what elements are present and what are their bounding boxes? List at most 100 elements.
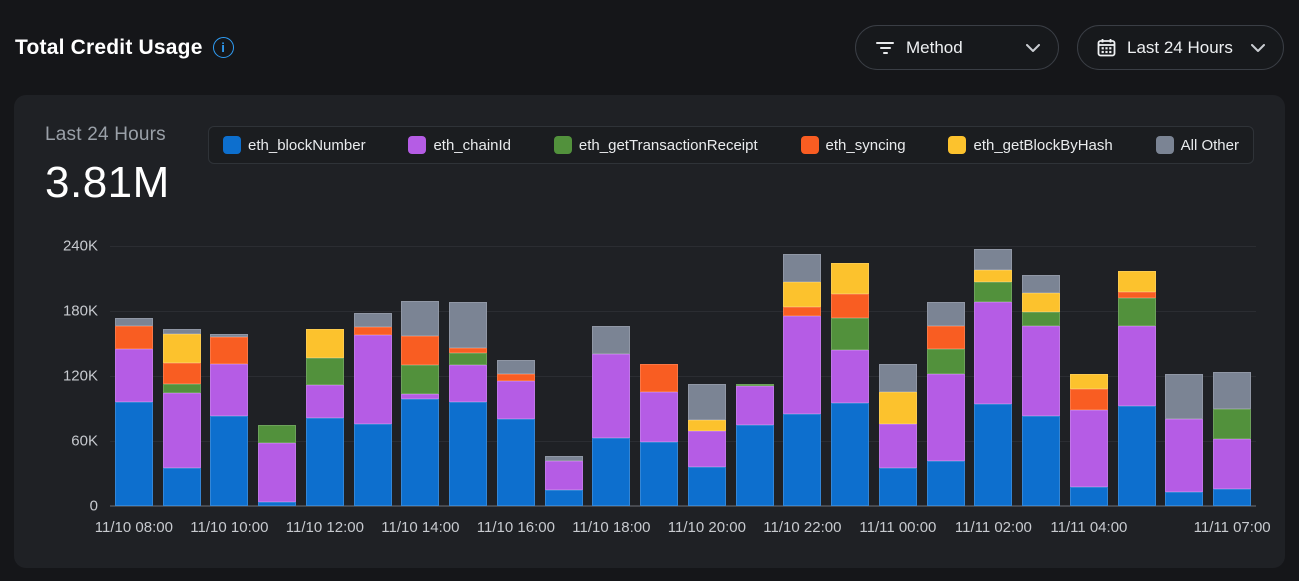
bar-segment-eth-chainId[interactable] xyxy=(735,385,774,425)
bar-segment-eth-blockNumber[interactable] xyxy=(449,402,488,506)
bar-segment-eth-syncing[interactable] xyxy=(783,306,822,317)
stacked-bar[interactable] xyxy=(592,246,631,506)
bar-segment-eth-syncing[interactable] xyxy=(1117,291,1156,299)
bar-segment-eth-getTransactionReceipt[interactable] xyxy=(735,383,774,386)
stacked-bar[interactable] xyxy=(831,246,870,506)
bar-segment-eth-blockNumber[interactable] xyxy=(258,501,297,506)
bar-segment-eth-syncing[interactable] xyxy=(926,326,965,349)
bar-segment-eth-chainId[interactable] xyxy=(878,423,917,469)
bar-segment-eth-chainId[interactable] xyxy=(640,392,679,443)
bar-segment-eth-chainId[interactable] xyxy=(210,364,249,417)
bar-segment-eth-blockNumber[interactable] xyxy=(210,416,249,506)
stacked-bar[interactable] xyxy=(687,246,726,506)
bar-segment-All Other[interactable] xyxy=(114,317,153,327)
bar-segment-eth-chainId[interactable] xyxy=(162,393,201,469)
bar-segment-eth-blockNumber[interactable] xyxy=(496,419,535,506)
bar-segment-eth-chainId[interactable] xyxy=(1069,409,1108,487)
stacked-bar[interactable] xyxy=(258,246,297,506)
bar-segment-eth-getBlockByHash[interactable] xyxy=(305,329,344,358)
bar-segment-All Other[interactable] xyxy=(401,301,440,336)
bar-segment-eth-chainId[interactable] xyxy=(1165,419,1204,492)
bar-segment-All Other[interactable] xyxy=(687,383,726,421)
stacked-bar[interactable] xyxy=(1213,246,1252,506)
bar-segment-eth-chainId[interactable] xyxy=(1117,326,1156,407)
bar-segment-eth-chainId[interactable] xyxy=(831,350,870,404)
stacked-bar[interactable] xyxy=(114,246,153,506)
bar-segment-eth-blockNumber[interactable] xyxy=(305,418,344,506)
bar-segment-All Other[interactable] xyxy=(210,333,249,338)
bar-segment-eth-syncing[interactable] xyxy=(449,347,488,354)
stacked-bar[interactable] xyxy=(1117,246,1156,506)
stacked-bar[interactable] xyxy=(1165,246,1204,506)
bar-segment-eth-blockNumber[interactable] xyxy=(353,423,392,506)
bar-segment-eth-getBlockByHash[interactable] xyxy=(1117,270,1156,292)
bar-segment-eth-syncing[interactable] xyxy=(401,335,440,366)
stacked-bar[interactable] xyxy=(210,246,249,506)
bar-segment-All Other[interactable] xyxy=(544,456,583,461)
legend-item-eth-syncing[interactable]: eth_syncing xyxy=(800,136,906,154)
bar-segment-eth-chainId[interactable] xyxy=(1022,326,1061,417)
bar-segment-All Other[interactable] xyxy=(926,302,965,327)
stacked-bar[interactable] xyxy=(401,246,440,506)
bar-segment-eth-syncing[interactable] xyxy=(640,364,679,393)
bar-segment-eth-getTransactionReceipt[interactable] xyxy=(305,357,344,385)
legend-item-eth-blockNumber[interactable]: eth_blockNumber xyxy=(223,136,366,154)
stacked-bar[interactable] xyxy=(496,246,535,506)
stacked-bar[interactable] xyxy=(878,246,917,506)
bar-segment-eth-blockNumber[interactable] xyxy=(1213,488,1252,506)
bar-segment-eth-getBlockByHash[interactable] xyxy=(783,281,822,307)
bar-segment-eth-getBlockByHash[interactable] xyxy=(1022,292,1061,313)
bar-segment-eth-chainId[interactable] xyxy=(401,394,440,399)
bar-segment-eth-blockNumber[interactable] xyxy=(401,398,440,506)
legend-item-eth-getTransactionReceipt[interactable]: eth_getTransactionReceipt xyxy=(553,136,758,154)
bar-segment-eth-blockNumber[interactable] xyxy=(1069,486,1108,506)
stacked-bar[interactable] xyxy=(1022,246,1061,506)
stacked-bar[interactable] xyxy=(305,246,344,506)
bar-segment-eth-syncing[interactable] xyxy=(831,293,870,318)
bar-segment-All Other[interactable] xyxy=(162,329,201,334)
bar-segment-eth-getTransactionReceipt[interactable] xyxy=(162,383,201,394)
info-icon[interactable]: i xyxy=(212,37,234,58)
time-range-dropdown[interactable]: Last 24 Hours xyxy=(1077,25,1284,70)
bar-segment-eth-blockNumber[interactable] xyxy=(162,468,201,506)
stacked-bar[interactable] xyxy=(735,246,774,506)
bar-segment-eth-getTransactionReceipt[interactable] xyxy=(926,348,965,374)
bar-segment-eth-blockNumber[interactable] xyxy=(114,402,153,506)
bar-segment-eth-syncing[interactable] xyxy=(1069,389,1108,410)
bar-segment-eth-chainId[interactable] xyxy=(783,316,822,414)
bar-segment-All Other[interactable] xyxy=(353,313,392,328)
bar-segment-eth-getBlockByHash[interactable] xyxy=(687,420,726,432)
bar-segment-All Other[interactable] xyxy=(592,326,631,355)
bar-segment-eth-blockNumber[interactable] xyxy=(1165,491,1204,506)
bar-segment-eth-getTransactionReceipt[interactable] xyxy=(449,353,488,366)
bar-segment-eth-chainId[interactable] xyxy=(687,431,726,467)
bar-segment-eth-syncing[interactable] xyxy=(114,326,153,349)
bar-segment-All Other[interactable] xyxy=(783,253,822,282)
bar-segment-eth-chainId[interactable] xyxy=(305,384,344,419)
bar-segment-All Other[interactable] xyxy=(1165,373,1204,420)
legend-item-eth-getBlockByHash[interactable]: eth_getBlockByHash xyxy=(948,136,1113,154)
bar-segment-All Other[interactable] xyxy=(496,359,535,374)
bar-segment-eth-getBlockByHash[interactable] xyxy=(974,269,1013,282)
bar-segment-eth-getTransactionReceipt[interactable] xyxy=(1022,312,1061,327)
bar-segment-eth-blockNumber[interactable] xyxy=(544,489,583,506)
bar-segment-eth-getTransactionReceipt[interactable] xyxy=(258,424,297,444)
stacked-bar[interactable] xyxy=(926,246,965,506)
stacked-bar[interactable] xyxy=(783,246,822,506)
bar-segment-eth-syncing[interactable] xyxy=(496,373,535,382)
bar-segment-eth-blockNumber[interactable] xyxy=(687,467,726,506)
bar-segment-eth-getTransactionReceipt[interactable] xyxy=(974,281,1013,303)
bar-segment-eth-blockNumber[interactable] xyxy=(735,424,774,506)
bar-segment-All Other[interactable] xyxy=(974,249,1013,270)
bar-segment-All Other[interactable] xyxy=(1022,275,1061,293)
bar-segment-eth-getTransactionReceipt[interactable] xyxy=(831,317,870,351)
bar-segment-eth-chainId[interactable] xyxy=(496,381,535,420)
bar-segment-eth-blockNumber[interactable] xyxy=(926,460,965,506)
bar-segment-eth-blockNumber[interactable] xyxy=(783,413,822,506)
stacked-bar[interactable] xyxy=(974,246,1013,506)
bar-segment-eth-chainId[interactable] xyxy=(1213,438,1252,489)
bar-segment-eth-chainId[interactable] xyxy=(258,443,297,502)
stacked-bar[interactable] xyxy=(449,246,488,506)
bar-segment-eth-syncing[interactable] xyxy=(210,337,249,365)
bar-segment-All Other[interactable] xyxy=(449,302,488,348)
